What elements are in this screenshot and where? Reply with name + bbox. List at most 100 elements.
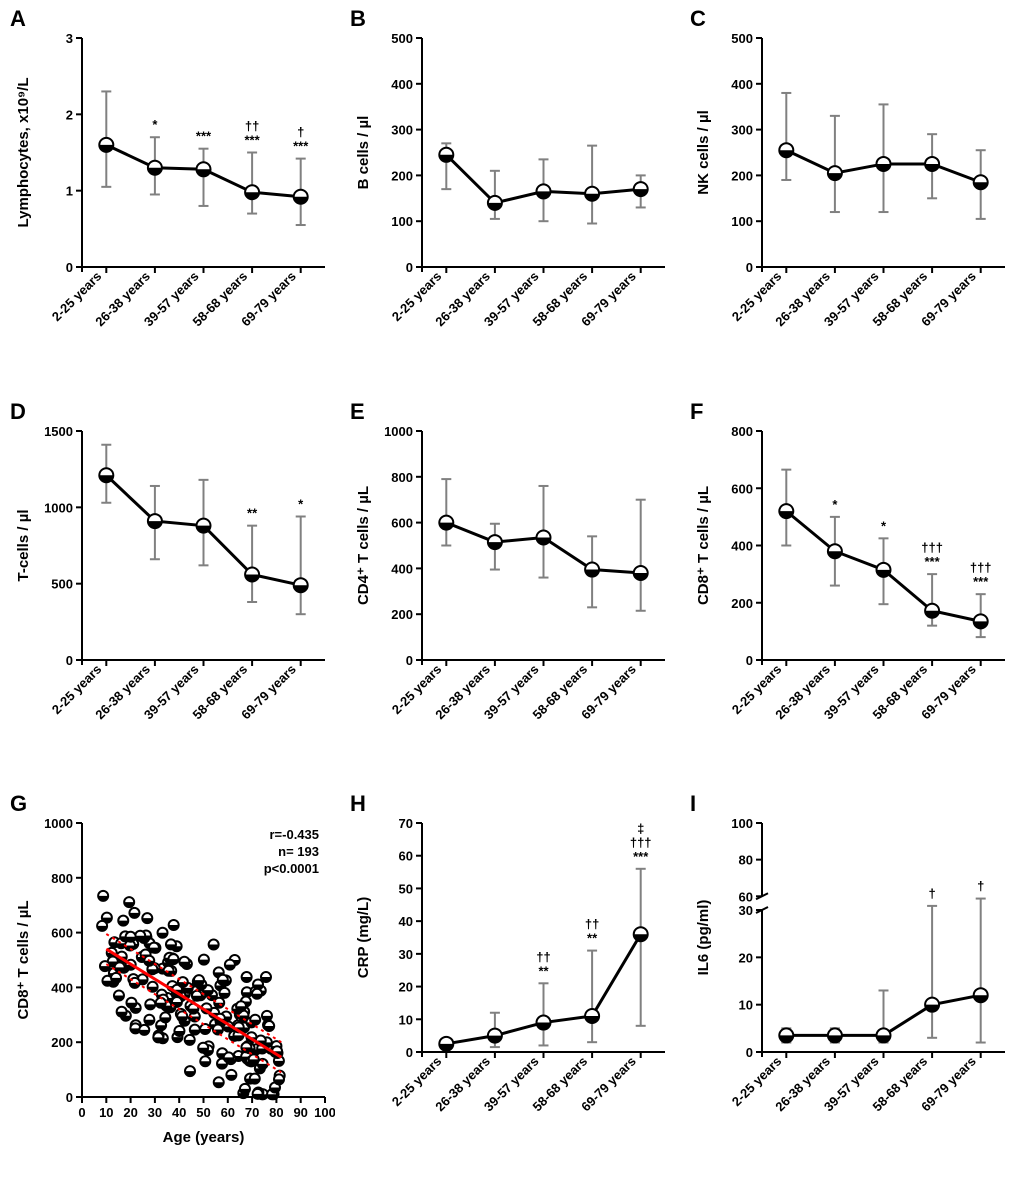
- chart-a: 0123Lymphocytes, x10⁹/L2-25 years26-38 y…: [10, 10, 335, 382]
- panel-label: C: [690, 6, 706, 32]
- svg-text:**: **: [247, 505, 258, 520]
- svg-text:20: 20: [123, 1105, 137, 1120]
- panel-f: F0200400600800CD8⁺ T cells / µL2-25 year…: [690, 403, 1015, 776]
- svg-text:0: 0: [66, 260, 73, 275]
- svg-text:800: 800: [731, 424, 753, 439]
- chart-h: 010203040506070CRP (mg/L)2-25 years26-38…: [350, 795, 675, 1167]
- panel-label: A: [10, 6, 26, 32]
- panel-i: I01020306080100IL6 (pg/ml)2-25 years26-3…: [690, 795, 1015, 1168]
- svg-text:p<0.0001: p<0.0001: [264, 861, 319, 876]
- svg-text:***: ***: [633, 849, 649, 864]
- svg-text:0: 0: [406, 1045, 413, 1060]
- svg-text:†: †: [928, 886, 935, 901]
- panel-label: D: [10, 399, 26, 425]
- svg-text:B cells / µl: B cells / µl: [355, 116, 372, 190]
- panel-a: A0123Lymphocytes, x10⁹/L2-25 years26-38 …: [10, 10, 335, 383]
- svg-text:0: 0: [406, 653, 413, 668]
- svg-text:1: 1: [66, 184, 73, 199]
- svg-text:100: 100: [731, 214, 753, 229]
- svg-text:40: 40: [172, 1105, 186, 1120]
- svg-text:200: 200: [51, 1036, 73, 1051]
- panel-d: D050010001500T-cells / µl2-25 years26-38…: [10, 403, 335, 776]
- chart-g: 020040060080010000102030405060708090100C…: [10, 795, 335, 1167]
- svg-text:††: ††: [536, 950, 550, 965]
- svg-text:0: 0: [406, 260, 413, 275]
- svg-text:†††: †††: [921, 540, 943, 555]
- svg-text:0: 0: [746, 1045, 753, 1060]
- svg-text:0: 0: [66, 1090, 73, 1105]
- svg-text:70: 70: [399, 816, 413, 831]
- chart-i: 01020306080100IL6 (pg/ml)2-25 years26-38…: [690, 795, 1015, 1167]
- svg-text:r=-0.435: r=-0.435: [269, 827, 319, 842]
- svg-text:T-cells / µl: T-cells / µl: [15, 509, 32, 581]
- svg-text:***: ***: [925, 554, 941, 569]
- svg-text:600: 600: [391, 515, 413, 530]
- panel-g: G020040060080010000102030405060708090100…: [10, 795, 335, 1168]
- svg-text:***: ***: [245, 133, 261, 148]
- svg-text:600: 600: [51, 926, 73, 941]
- svg-text:**: **: [587, 931, 598, 946]
- panel-label: E: [350, 399, 365, 425]
- panel-e: E02004006008001000CD4⁺ T cells / µL2-25 …: [350, 403, 675, 776]
- svg-text:0: 0: [746, 260, 753, 275]
- svg-text:80: 80: [739, 853, 753, 868]
- svg-text:†††: †††: [630, 835, 652, 850]
- svg-text:0: 0: [66, 653, 73, 668]
- svg-text:CRP (mg/L): CRP (mg/L): [355, 897, 372, 978]
- svg-text:†: †: [297, 125, 304, 140]
- svg-text:IL6 (pg/ml): IL6 (pg/ml): [695, 900, 712, 976]
- svg-text:100: 100: [391, 214, 413, 229]
- svg-text:60: 60: [221, 1105, 235, 1120]
- svg-text:3: 3: [66, 31, 73, 46]
- panel-label: I: [690, 791, 696, 817]
- svg-text:CD4⁺ T cells / µL: CD4⁺ T cells / µL: [355, 486, 372, 605]
- svg-text:*: *: [298, 496, 304, 511]
- svg-text:10: 10: [99, 1105, 113, 1120]
- svg-text:CD8⁺ T cells / µL: CD8⁺ T cells / µL: [15, 901, 32, 1020]
- svg-text:500: 500: [731, 31, 753, 46]
- chart-e: 02004006008001000CD4⁺ T cells / µL2-25 y…: [350, 403, 675, 775]
- svg-text:200: 200: [391, 168, 413, 183]
- svg-text:10: 10: [739, 998, 753, 1013]
- svg-text:0: 0: [746, 653, 753, 668]
- svg-text:*: *: [832, 497, 838, 512]
- svg-text:‡: ‡: [637, 821, 644, 836]
- svg-text:200: 200: [731, 595, 753, 610]
- chart-f: 0200400600800CD8⁺ T cells / µL2-25 years…: [690, 403, 1015, 775]
- svg-text:††: ††: [245, 119, 259, 134]
- svg-text:500: 500: [391, 31, 413, 46]
- svg-text:400: 400: [731, 77, 753, 92]
- svg-text:10: 10: [399, 1013, 413, 1028]
- svg-text:*: *: [881, 518, 887, 533]
- svg-text:1000: 1000: [44, 500, 73, 515]
- svg-text:50: 50: [399, 882, 413, 897]
- svg-text:Lymphocytes, x10⁹/L: Lymphocytes, x10⁹/L: [15, 78, 32, 228]
- svg-text:2: 2: [66, 107, 73, 122]
- svg-text:100: 100: [731, 816, 753, 831]
- panel-b: B0100200300400500B cells / µl2-25 years2…: [350, 10, 675, 383]
- panel-label: F: [690, 399, 703, 425]
- chart-d: 050010001500T-cells / µl2-25 years26-38 …: [10, 403, 335, 775]
- svg-text:70: 70: [245, 1105, 259, 1120]
- svg-text:200: 200: [391, 607, 413, 622]
- svg-text:400: 400: [731, 538, 753, 553]
- svg-text:30: 30: [399, 947, 413, 962]
- svg-text:***: ***: [293, 139, 309, 154]
- svg-text:60: 60: [739, 890, 753, 905]
- svg-text:60: 60: [399, 849, 413, 864]
- panel-h: H010203040506070CRP (mg/L)2-25 years26-3…: [350, 795, 675, 1168]
- svg-text:†: †: [977, 879, 984, 894]
- svg-text:800: 800: [51, 871, 73, 886]
- svg-text:500: 500: [51, 576, 73, 591]
- svg-text:†††: †††: [970, 560, 992, 575]
- panel-label: B: [350, 6, 366, 32]
- svg-text:††: ††: [585, 917, 599, 932]
- svg-text:0: 0: [78, 1105, 85, 1120]
- svg-text:400: 400: [51, 981, 73, 996]
- panel-c: C0100200300400500NK cells / µl2-25 years…: [690, 10, 1015, 383]
- svg-text:1000: 1000: [384, 424, 413, 439]
- chart-b: 0100200300400500B cells / µl2-25 years26…: [350, 10, 675, 382]
- svg-text:30: 30: [148, 1105, 162, 1120]
- svg-text:20: 20: [739, 951, 753, 966]
- svg-text:400: 400: [391, 77, 413, 92]
